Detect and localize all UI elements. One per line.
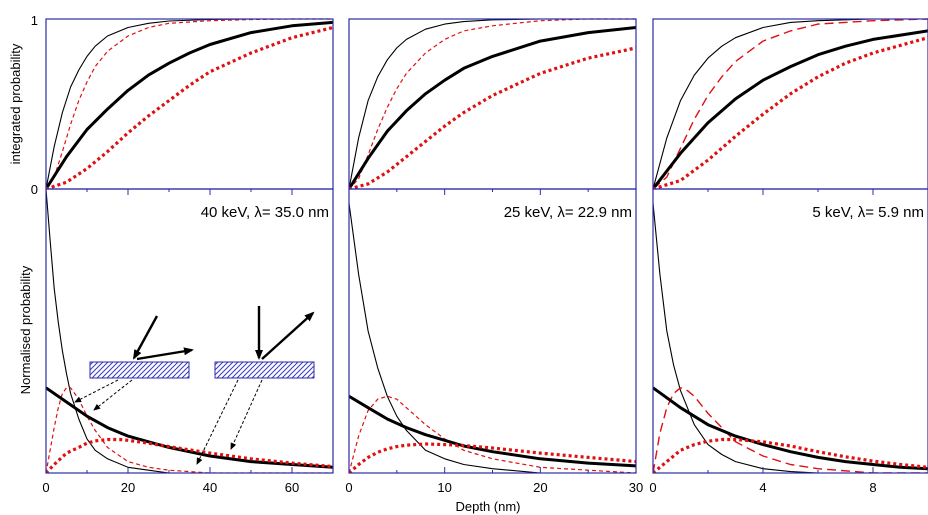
panel-1-bottom-series-red-thin-dashed [46, 387, 333, 473]
sample-slab-right [214, 361, 315, 379]
panel-3-x-tick-label: 8 [869, 480, 876, 495]
panel-3-title: 5 keV, λ= 5.9 nm [812, 204, 924, 221]
panel-3-bottom-frame [652, 188, 928, 474]
panel-1-top-frame [45, 18, 334, 190]
panel-1-top-series-black-thick [46, 20, 333, 189]
panel-3-bottom-series-black-thin [653, 203, 928, 473]
panel-2-x-tick-label: 20 [533, 480, 547, 495]
panel-2-bottom-series-black-thick [349, 395, 636, 468]
panel-2-title: 25 keV, λ= 22.9 nm [504, 204, 632, 221]
panel-2-top-frame [348, 18, 637, 190]
exit-beam-arrow-right [261, 311, 315, 360]
pointer-arrow-4 [230, 379, 263, 450]
pointer-arrow-1 [74, 379, 119, 403]
panel-1-title: 40 keV, λ= 35.0 nm [201, 204, 329, 221]
panel-2-x-tick-label: 30 [629, 480, 643, 495]
exit-beam-arrow-left [136, 347, 194, 361]
pointer-arrow-3 [196, 379, 239, 465]
panel-1-bottom-frame [45, 188, 334, 474]
geometry-inset [74, 306, 315, 465]
panel-2-bottom-series-red-thick-dotted [349, 442, 636, 473]
panel-2-top-series-black-thick [349, 26, 636, 189]
panel-1-x-tick-label: 0 [42, 480, 49, 495]
panel-2-bottom-series-black-thin [349, 203, 636, 473]
panel-1-bottom-series-black-thin [46, 189, 333, 473]
x-axis-title: Depth (nm) [455, 499, 520, 514]
panel-3-x-tick-label: 4 [759, 480, 766, 495]
sample-slab-left [89, 361, 190, 379]
panel-2: 0 10 20 30 25 keV, λ= 22.9 nm [345, 18, 643, 495]
panel-2-x-tick-label: 10 [437, 480, 451, 495]
panel-1-top-series-red-thin-dashed [46, 18, 333, 189]
panel-3-top-series-red-thick-dotted [653, 36, 928, 189]
panel-3-top-series-red-dashed [653, 18, 928, 189]
panel-3-x-tick-label: 0 [649, 480, 656, 495]
y-axis-title-top: integrated probability [8, 43, 23, 164]
panel-1-bottom-series-red-thick-dotted [46, 437, 333, 473]
incident-beam-arrow-left [132, 315, 159, 360]
panel-2-bottom-series-red-thin-dashed [349, 395, 636, 473]
panel-2-top-series-red-thin-dashed [349, 18, 636, 189]
panel-2-top-series-red-thick-dotted [349, 46, 636, 189]
panel-1-top-series-red-thick-dotted [46, 25, 333, 189]
panel-3-top-series-black-thick [653, 29, 928, 189]
pointer-arrow-2 [93, 379, 133, 411]
panel-1-x-tick-label: 60 [285, 480, 299, 495]
y-tick-label-top-0: 0 [31, 182, 38, 197]
panel-3-top-series-black-thin [653, 18, 928, 189]
panel-3-bottom-series-black-thick [653, 386, 928, 471]
panel-1-bottom-series-black-thick [46, 386, 333, 469]
panel-3-bottom-series-red-thick-dotted [653, 437, 928, 473]
panel-3: 0 4 8 5 keV, λ= 5.9 nm [649, 18, 928, 495]
panel-2-x-tick-label: 0 [345, 480, 352, 495]
panel-1: 0 20 40 60 40 keV, λ= 35.0 nm [42, 18, 334, 495]
y-tick-label-top-1: 1 [31, 13, 38, 28]
panel-1-top-series-black-thin [46, 18, 333, 189]
panel-1-x-tick-label: 20 [121, 480, 135, 495]
panel-1-x-tick-label: 40 [203, 480, 217, 495]
panel-3-bottom-series-red-dashed [653, 387, 928, 473]
y-axis-title-bottom: Normalised probability [18, 265, 33, 394]
panel-3-top-frame [652, 18, 928, 190]
panel-2-top-series-black-thin [349, 18, 636, 189]
panel-2-bottom-frame [348, 188, 637, 474]
